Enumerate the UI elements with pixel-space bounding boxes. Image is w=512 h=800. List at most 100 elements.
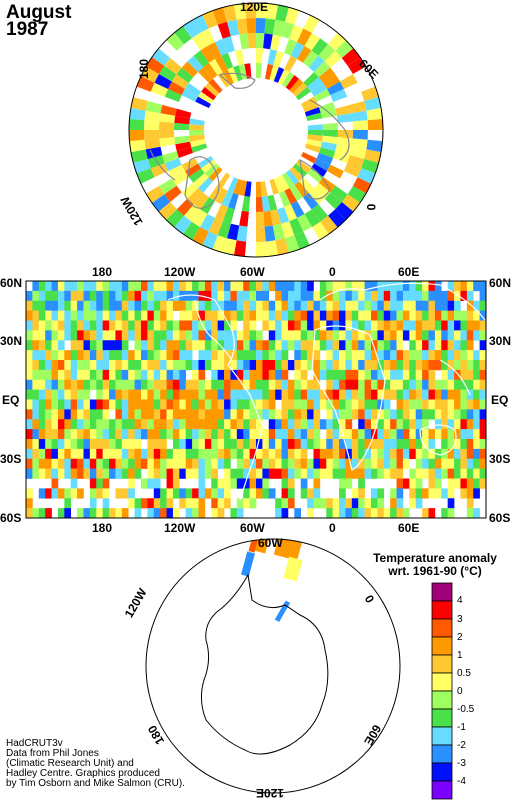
world-grid-cell	[57, 439, 65, 450]
world-grid-cell	[96, 340, 103, 351]
world-grid-cell	[287, 488, 295, 499]
north-polar-cell	[164, 185, 182, 202]
world-grid-cell	[45, 488, 52, 499]
world-grid-cell	[166, 458, 174, 469]
south-polar-cell	[241, 551, 255, 577]
world-grid-cell	[256, 399, 263, 410]
north-polar-boundary	[128, 2, 384, 258]
world-grid-cell	[217, 439, 225, 450]
world-grid-cell	[313, 290, 321, 302]
world-grid-cell	[326, 389, 333, 400]
world-grid-cell	[77, 409, 84, 420]
world-grid-cell	[396, 310, 404, 321]
world-grid-cell	[377, 330, 385, 341]
world-grid-cell	[192, 340, 199, 351]
world-grid-cell	[211, 369, 218, 381]
north-polar-cell	[246, 18, 256, 34]
world-grid-cell	[109, 389, 116, 400]
world-grid-cell	[172, 350, 180, 361]
north-polar-cell	[244, 181, 252, 197]
world-grid-cell	[326, 330, 333, 341]
world-grid-cell	[396, 360, 404, 371]
world-grid-cell	[192, 399, 199, 410]
world-grid-cell	[198, 409, 206, 420]
world-grid-cell	[198, 340, 206, 351]
north-polar-cell	[233, 240, 247, 257]
left-axis-30n: 30N	[0, 334, 23, 348]
world-grid-cell	[211, 439, 218, 450]
world-grid-cell	[294, 300, 302, 311]
world-grid-cell	[38, 439, 46, 450]
north-polar-cell	[256, 48, 264, 64]
world-grid-cell	[89, 310, 97, 321]
world-grid-cell	[396, 281, 404, 292]
world-grid-cell	[390, 300, 397, 311]
world-grid-cell	[332, 330, 340, 341]
world-grid-cell	[466, 340, 474, 351]
world-grid-cell	[466, 468, 474, 479]
world-grid-cell	[326, 448, 333, 460]
north-polar-cell	[367, 118, 383, 130]
legend-swatch	[431, 762, 453, 782]
world-grid-cell	[192, 508, 199, 519]
world-grid-cell	[281, 468, 289, 479]
world-grid-cell	[319, 399, 327, 410]
world-grid-cell	[428, 389, 436, 400]
left-axis-30s: 30S	[0, 452, 22, 466]
world-grid-cell	[89, 488, 97, 499]
world-grid-cell	[236, 478, 244, 489]
world-grid-cell	[326, 340, 333, 351]
world-grid-cell	[38, 409, 46, 420]
world-grid-cell	[211, 330, 218, 341]
world-grid-cell	[230, 429, 238, 440]
world-grid-cell	[428, 399, 436, 410]
world-grid-cell	[262, 488, 270, 499]
world-grid-cell	[268, 379, 276, 390]
world-grid-cell	[479, 350, 487, 361]
north-polar-cell	[215, 38, 228, 56]
world-grid-cell	[358, 350, 365, 361]
world-grid-cell	[38, 281, 46, 292]
world-grid-cell	[479, 448, 487, 460]
north-polar-cell	[192, 227, 209, 246]
world-grid-cell	[26, 389, 33, 400]
world-grid-cell	[383, 320, 391, 331]
world-grid-cell	[115, 360, 123, 371]
world-grid-cell	[447, 429, 455, 440]
north-polar-cell	[278, 69, 290, 85]
north-polar-cell	[349, 146, 367, 159]
world-grid-cell	[230, 448, 238, 460]
world-grid-cell	[128, 281, 135, 292]
north-polar-cell	[263, 210, 273, 227]
credits-line2: Data from Phil Jones	[6, 748, 99, 759]
np-label-0: 0	[364, 203, 379, 211]
world-grid-cell	[96, 320, 103, 331]
world-grid-cell	[224, 300, 231, 311]
world-grid-cell	[45, 468, 52, 479]
world-grid-cell	[243, 389, 250, 400]
world-grid-cell	[313, 369, 321, 381]
north-polar-cell	[303, 192, 319, 210]
world-grid-cell	[89, 340, 97, 351]
world-grid-cell	[217, 508, 225, 519]
world-grid-cell	[275, 330, 282, 341]
north-polar-cell	[152, 194, 171, 212]
north-polar-cell	[311, 204, 328, 222]
world-grid-cell	[230, 290, 238, 302]
world-grid-cell	[275, 379, 282, 390]
north-polar-cell	[284, 204, 297, 222]
world-grid-cell	[121, 281, 129, 292]
world-grid-cell	[262, 439, 270, 450]
world-grid-cell	[160, 310, 167, 321]
world-grid-cell	[70, 468, 78, 479]
world-grid-cell	[275, 419, 282, 430]
world-grid-cell	[351, 320, 359, 331]
world-grid-cell	[141, 281, 148, 292]
world-grid-cell	[185, 439, 193, 450]
north-polar-cell	[233, 178, 243, 195]
world-grid-cell	[38, 488, 46, 499]
north-polar-cell	[306, 139, 322, 148]
world-grid-cell	[332, 360, 340, 371]
world-grid-cell	[70, 330, 78, 341]
world-grid-cell	[224, 468, 231, 479]
